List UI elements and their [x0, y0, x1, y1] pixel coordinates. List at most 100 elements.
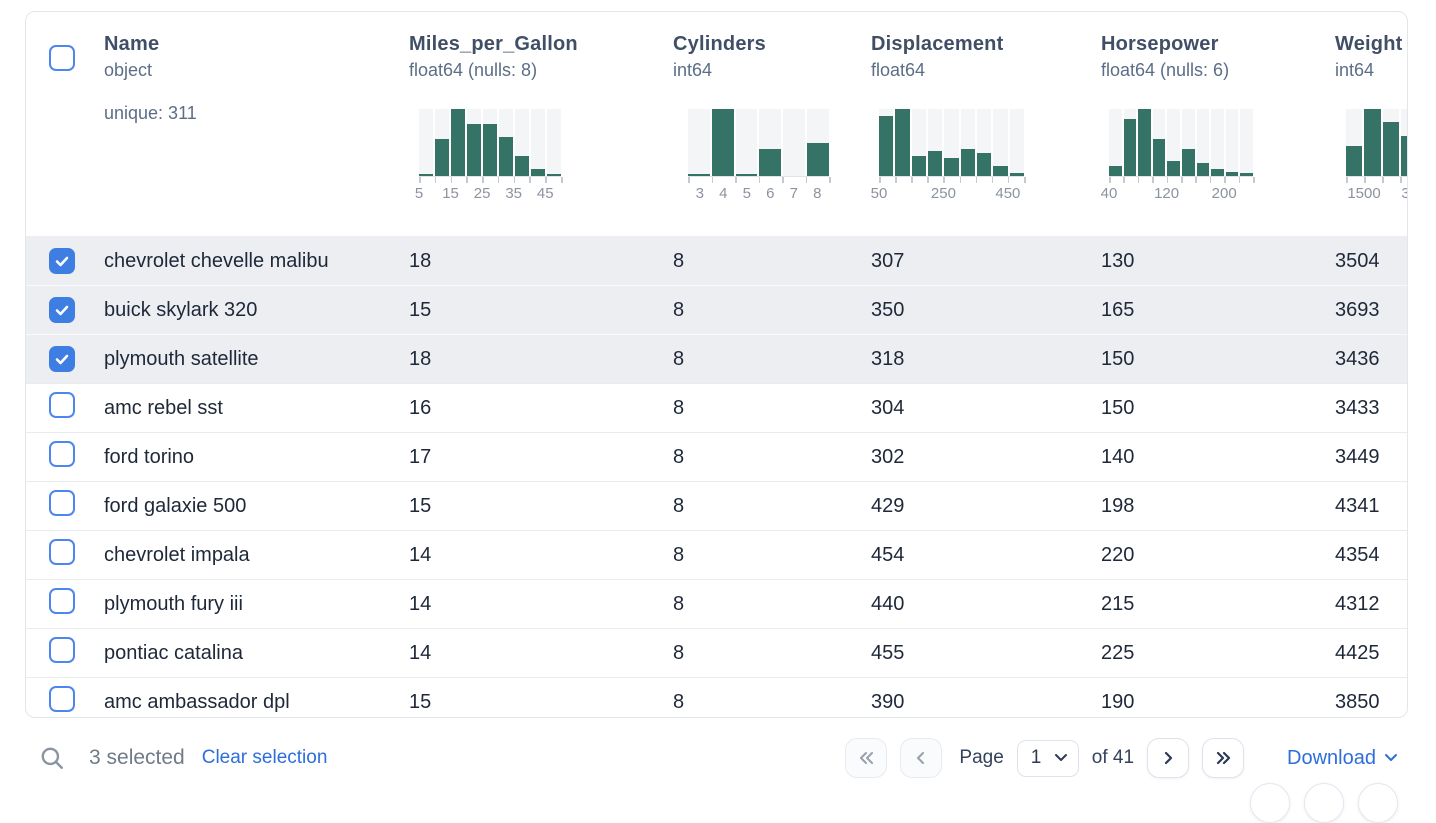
- row-checkbox[interactable]: [49, 247, 75, 274]
- cell-value: 304: [871, 396, 905, 419]
- last-page-button[interactable]: [1202, 738, 1245, 778]
- histogram-bin: [735, 109, 758, 176]
- histogram-bar: [688, 174, 710, 176]
- page-select[interactable]: 1: [1016, 739, 1079, 777]
- row-checkbox-cell: [26, 588, 104, 620]
- axis-tick-label: 3500: [1401, 185, 1407, 202]
- cell-value: 454: [871, 543, 905, 566]
- cell-name: plymouth satellite: [104, 347, 259, 370]
- row-checkbox[interactable]: [49, 345, 75, 372]
- select-all-checkbox[interactable]: [49, 45, 75, 71]
- clipped-action-button[interactable]: [1250, 783, 1290, 823]
- row-checkbox-cell: [26, 441, 104, 473]
- axis-tick-mark: [1195, 177, 1197, 183]
- histogram-bin: [879, 109, 894, 176]
- histogram-bin: [1181, 109, 1195, 176]
- cell-value: 318: [871, 347, 905, 370]
- histogram-bar: [1225, 171, 1239, 176]
- histogram-bin: [783, 109, 806, 176]
- histogram-bar: [711, 109, 734, 176]
- double-chevron-left-icon: [859, 752, 873, 764]
- axis-tick-mark: [895, 177, 897, 183]
- axis-tick-label: 25: [473, 185, 491, 202]
- row-checkbox[interactable]: [49, 296, 75, 323]
- histogram-bin: [944, 109, 959, 176]
- clipped-action-button[interactable]: [1358, 783, 1398, 823]
- column-header-miles_per_gallon: Miles_per_Gallon float64 (nulls: 8) 5 15 25 3…: [409, 12, 673, 236]
- histogram-bar: [483, 123, 497, 176]
- cell-name: amc ambassador dpl: [104, 690, 290, 713]
- cell-value: 440: [871, 592, 905, 615]
- histogram-bin: [1225, 109, 1239, 176]
- axis-tick-mark: [1253, 177, 1255, 183]
- cell-value: 3693: [1335, 298, 1380, 321]
- row-checkbox[interactable]: [49, 588, 75, 614]
- axis-tick-mark: [497, 177, 500, 183]
- axis-tick-mark: [711, 177, 713, 183]
- histogram-bar: [419, 174, 433, 176]
- row-checkbox[interactable]: [49, 539, 75, 565]
- cell-name: pontiac catalina: [104, 641, 243, 664]
- row-checkbox[interactable]: [49, 490, 75, 516]
- histogram-bar: [435, 139, 449, 176]
- histogram-bin: [435, 109, 449, 176]
- histogram-bar: [1138, 109, 1151, 176]
- axis-tick-mark: [561, 177, 563, 183]
- check-icon: [55, 305, 69, 315]
- download-button[interactable]: Download: [1287, 747, 1398, 770]
- cell-value: 390: [871, 690, 905, 713]
- column-dtype: float64 (nulls: 8): [409, 60, 538, 80]
- clear-selection-link[interactable]: Clear selection: [201, 747, 328, 768]
- first-page-button[interactable]: [845, 738, 888, 778]
- histogram-bin: [759, 109, 782, 176]
- row-checkbox[interactable]: [49, 441, 75, 467]
- cell-name: ford torino: [104, 445, 195, 468]
- row-checkbox[interactable]: [49, 637, 75, 663]
- search-icon: [41, 747, 63, 769]
- cell-value: 14: [409, 543, 432, 566]
- axis-tick-label: 7: [789, 185, 798, 202]
- axis-tick-mark: [1024, 177, 1026, 183]
- search-button[interactable]: [39, 745, 65, 771]
- cell-value: 8: [673, 396, 685, 419]
- axis-tick-label: 3: [695, 185, 704, 202]
- chevron-down-icon: [1385, 754, 1397, 761]
- next-page-button[interactable]: [1147, 738, 1190, 778]
- axis-tick-mark: [434, 177, 437, 183]
- cell-value: 8: [673, 592, 685, 615]
- cell-value: 3850: [1335, 690, 1380, 713]
- row-checkbox-cell: [26, 637, 104, 669]
- page-total-label: of 41: [1091, 747, 1135, 768]
- histogram-bin: [547, 109, 561, 176]
- clipped-action-button[interactable]: [1304, 783, 1344, 823]
- histogram-bar: [927, 150, 943, 176]
- chevron-left-icon: [917, 752, 925, 764]
- column-header-displacement: Displacement float64 50 250 450: [871, 12, 1101, 236]
- histogram-bar: [735, 174, 758, 176]
- cell-value: 8: [673, 347, 685, 370]
- table-row: plymouth fury iii 14 8 440 215 4312: [26, 579, 1407, 628]
- row-checkbox[interactable]: [49, 392, 75, 418]
- cell-value: 8: [673, 543, 685, 566]
- histogram-bin: [499, 109, 513, 176]
- row-checkbox[interactable]: [49, 686, 75, 712]
- cell-name: buick skylark 320: [104, 298, 258, 321]
- axis-tick-label: 120: [1154, 185, 1180, 202]
- cell-value: 307: [871, 249, 905, 272]
- footer: 3 selected Clear selection Page 1 of 41: [25, 734, 1398, 782]
- histogram-bin: [927, 109, 943, 176]
- axis-tick-mark: [782, 177, 784, 183]
- check-icon: [55, 354, 69, 364]
- cell-value: 150: [1101, 347, 1135, 370]
- prev-page-button[interactable]: [900, 738, 943, 778]
- cell-name: chevrolet impala: [104, 543, 250, 566]
- histogram-bin: [1211, 109, 1224, 176]
- selected-count: 3 selected: [89, 746, 185, 769]
- axis-tick-mark: [829, 177, 831, 183]
- column-title: Displacement: [871, 33, 1004, 55]
- axis-tick-mark: [1364, 177, 1366, 183]
- row-checkbox-cell: [26, 686, 104, 717]
- cell-value: 165: [1101, 298, 1135, 321]
- column-header-horsepower: Horsepower float64 (nulls: 6) 40 120 200: [1101, 12, 1335, 236]
- cell-value: 14: [409, 592, 432, 615]
